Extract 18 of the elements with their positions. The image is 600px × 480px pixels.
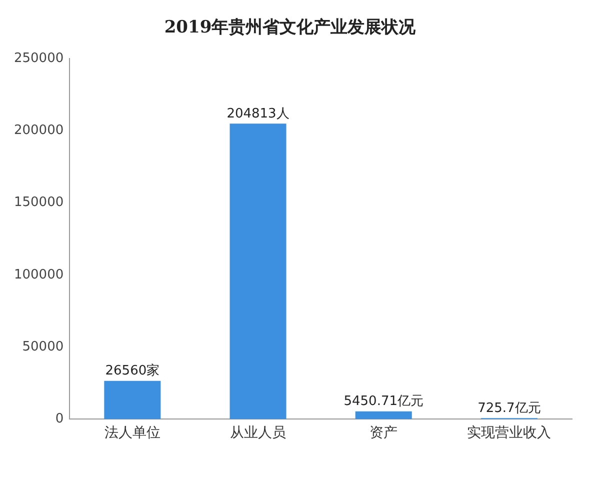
x-tick-label: 实现营业收入 <box>467 425 552 442</box>
x-tick-label: 从业人员 <box>230 425 286 442</box>
data-label: 204813人 <box>226 106 290 122</box>
data-label: 26560家 <box>105 362 160 379</box>
x-tick-label: 资产 <box>370 425 398 442</box>
data-label: 5450.71亿元 <box>344 394 424 410</box>
data-label: 725.7亿元 <box>478 401 541 416</box>
bar <box>355 411 412 420</box>
y-tick-label: 250000 <box>14 50 64 66</box>
x-tick-label: 法人单位 <box>104 425 160 442</box>
chart-title: 2019年贵州省文化产业发展状况 <box>164 18 417 38</box>
y-tick-label: 0 <box>55 412 64 427</box>
y-tick-label: 100000 <box>14 267 64 282</box>
y-tick-label: 150000 <box>14 195 64 210</box>
bar <box>230 124 286 420</box>
bar <box>104 380 161 420</box>
y-tick-label: 50000 <box>22 339 64 354</box>
y-tick-label: 200000 <box>14 122 64 138</box>
